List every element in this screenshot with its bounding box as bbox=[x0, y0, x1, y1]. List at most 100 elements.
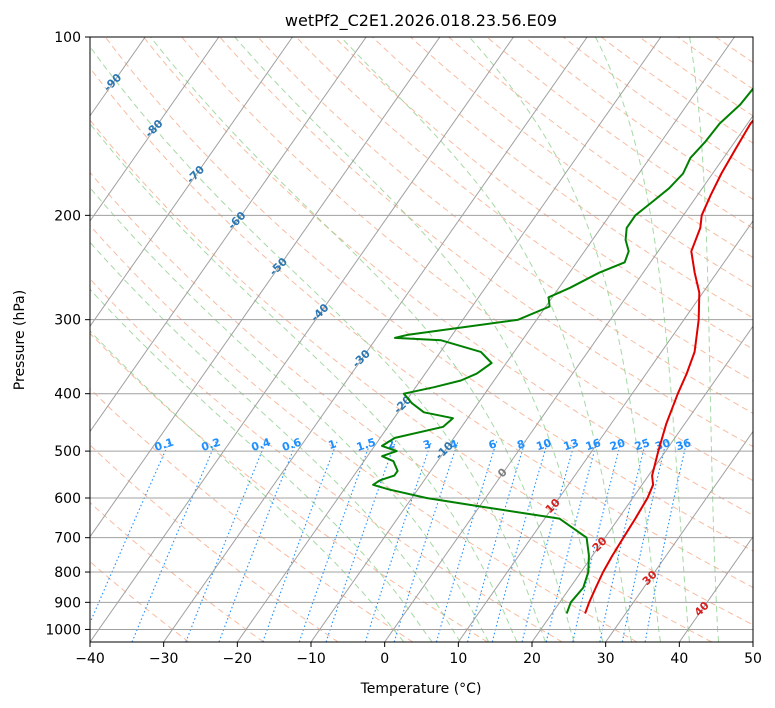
isotherm-line bbox=[90, 37, 514, 642]
plot-area: 0.1 0.2 0.4 0.6 1 1.5 2 3 4 6 8 10 13 16 20 25 30 36-100-… bbox=[90, 37, 775, 642]
isotherms bbox=[90, 37, 753, 642]
mixing-ratio-line bbox=[521, 440, 576, 642]
y-tick-label: 300 bbox=[54, 313, 81, 329]
isotherm-line bbox=[457, 220, 753, 642]
moist-adiabat-line bbox=[90, 45, 546, 642]
dry-adiabat-line bbox=[486, 37, 753, 229]
dry-adiabat-line bbox=[90, 67, 753, 588]
moist-adiabat-line bbox=[689, 37, 720, 642]
isotherm-line bbox=[90, 37, 367, 433]
y-tick-label: 900 bbox=[54, 595, 81, 611]
mixing-ratio-label: 0.4 bbox=[250, 435, 273, 453]
mixing-ratio-label: 10 bbox=[535, 436, 554, 453]
moist-adiabat-line bbox=[150, 37, 575, 642]
moist-adiabat-line bbox=[90, 122, 518, 642]
x-axis-ticks: −40 −30 −20 −10 0 10 20 30 40 50 bbox=[75, 642, 762, 667]
x-tick-label: 20 bbox=[523, 651, 541, 667]
x-tick-label: −40 bbox=[75, 651, 105, 667]
moist-adiabat-label: 30 bbox=[640, 568, 660, 588]
pressure-gridlines bbox=[90, 37, 753, 630]
moist-adiabat-label: 10 bbox=[543, 496, 563, 516]
y-axis-label: Pressure (hPa) bbox=[12, 290, 28, 390]
x-tick-label: −20 bbox=[223, 651, 253, 667]
moist-adiabat-line bbox=[595, 37, 690, 642]
dry-adiabat-line bbox=[143, 37, 753, 516]
temperature-profile bbox=[584, 119, 753, 614]
isotherm-line bbox=[384, 114, 753, 642]
isotherm-line bbox=[90, 37, 220, 222]
plot-frame bbox=[89, 36, 754, 643]
moist-adiabat-line bbox=[90, 288, 433, 642]
moist-adiabat-line bbox=[340, 37, 633, 642]
mixing-ratio-label: 6 bbox=[487, 437, 499, 452]
sounding-profiles bbox=[372, 87, 753, 614]
isotherm-line bbox=[605, 430, 753, 642]
dry-adiabat-line bbox=[90, 387, 414, 642]
mixing-ratio-line bbox=[298, 440, 372, 642]
moist-adiabat-line bbox=[90, 330, 405, 642]
dry-adiabats bbox=[90, 37, 775, 642]
dry-adiabat-line bbox=[90, 171, 712, 642]
x-tick-label: 50 bbox=[744, 651, 762, 667]
y-tick-label: 700 bbox=[54, 531, 81, 547]
dry-adiabat-line bbox=[448, 37, 753, 259]
y-tick-label: 1000 bbox=[45, 622, 81, 638]
y-tick-label: 200 bbox=[54, 208, 81, 224]
mixing-ratio-line bbox=[131, 440, 218, 642]
moist-adiabats bbox=[90, 37, 720, 642]
mixing-ratio-lines bbox=[90, 440, 688, 642]
dry-adiabat-label: -30 bbox=[350, 347, 373, 370]
dry-adiabat-line bbox=[715, 37, 753, 64]
mixing-ratio-label: 4 bbox=[448, 437, 460, 452]
isotherm-line bbox=[678, 535, 753, 642]
x-tick-label: −10 bbox=[296, 651, 326, 667]
mixing-ratio-label: 0.1 bbox=[153, 436, 176, 454]
dry-adiabat-line bbox=[257, 37, 753, 414]
isotherm-line bbox=[752, 641, 753, 642]
dry-adiabat-label: -90 bbox=[101, 71, 124, 94]
mixing-ratio-line bbox=[466, 440, 526, 642]
dry-adiabat-label: -20 bbox=[391, 393, 414, 416]
dry-adiabat-label: -60 bbox=[225, 209, 248, 232]
isotherm-line bbox=[531, 325, 753, 642]
mixing-ratio-line bbox=[325, 440, 397, 642]
dry-adiabat-line bbox=[90, 444, 339, 642]
mixing-ratio-line bbox=[393, 440, 459, 642]
dry-adiabat-line bbox=[90, 278, 563, 642]
mixing-ratio-label: 0.6 bbox=[280, 435, 303, 453]
dry-adiabat-line bbox=[639, 37, 753, 117]
mixing-ratio-label: 3 bbox=[421, 437, 432, 452]
dry-adiabat-line bbox=[295, 37, 753, 382]
mixing-ratio-line bbox=[599, 440, 647, 642]
isotherm-line bbox=[163, 37, 588, 642]
x-tick-label: 40 bbox=[670, 651, 688, 667]
mixing-ratio-label: 0.2 bbox=[200, 436, 223, 454]
moist-adiabat-line bbox=[90, 186, 490, 642]
x-tick-label: 30 bbox=[597, 651, 615, 667]
dry-adiabat-line bbox=[754, 37, 775, 642]
dry-adiabat-line bbox=[90, 501, 264, 642]
dry-adiabat-line bbox=[677, 37, 753, 90]
y-tick-label: 600 bbox=[54, 491, 81, 507]
dry-adiabat-line bbox=[90, 224, 638, 642]
chart-title: wetPf2_C2E1.2026.018.23.56.E09 bbox=[285, 11, 557, 31]
dry-adiabat-label: -40 bbox=[308, 301, 331, 324]
y-tick-label: 100 bbox=[54, 30, 81, 46]
mixing-ratio-label: 25 bbox=[633, 436, 652, 453]
isotherm-line bbox=[90, 37, 293, 328]
dry-adiabat-line bbox=[562, 37, 753, 172]
x-tick-label: 10 bbox=[449, 651, 467, 667]
moist-adiabat-line bbox=[90, 241, 461, 642]
dewpoint-profile bbox=[372, 87, 753, 614]
y-axis-ticks: 100 200 300 400 500 600 700 800 900 1000 bbox=[45, 30, 90, 638]
mixing-ratio-label: 2 bbox=[385, 437, 396, 452]
moist-adiabat-line bbox=[234, 37, 604, 642]
dry-adiabat-line bbox=[410, 37, 753, 289]
mixing-ratio-line bbox=[491, 440, 549, 642]
mixing-ratio-line bbox=[262, 440, 339, 642]
y-tick-label: 800 bbox=[54, 565, 81, 581]
x-axis-label: Temperature (°C) bbox=[360, 681, 482, 697]
mixing-ratio-line bbox=[435, 440, 498, 642]
mixing-ratio-line bbox=[621, 440, 667, 642]
